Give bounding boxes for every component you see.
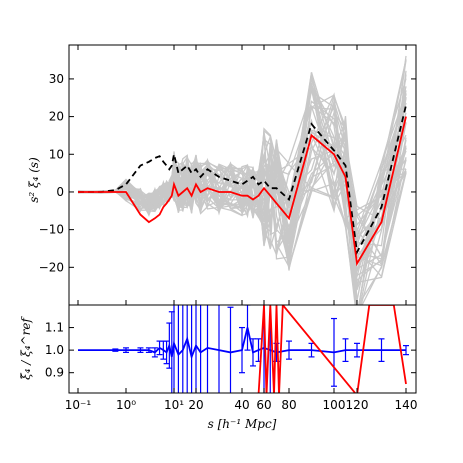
x-tick-label: 10⁻¹ [65,398,92,412]
x-tick-label: 20 [188,398,203,412]
ratio-y-axis-label: ξ̃₄ / ξ₄^ref [19,316,33,380]
main-y-axis-label: s² ξ₄ (s) [27,157,41,203]
sim-realizations [77,55,407,305]
x-tick-label: 140 [395,398,418,412]
y-tick-label: −10 [39,223,64,237]
y-tick-label: 0.9 [45,366,64,380]
sim-realization-line [77,84,407,262]
y-tick-label: 30 [49,72,64,86]
x-tick-label: 60 [256,398,271,412]
x-tick-label: 10⁰ [116,398,136,412]
y-tick-label: 1.1 [45,321,64,335]
main-y-axis: −20 −10 0 10 20 30 [39,72,416,274]
y-tick-label: 10 [49,147,64,161]
y-tick-label: −20 [39,260,64,274]
mean-dashed-line [78,105,407,256]
sim-realization-line [77,118,407,270]
y-tick-label: 0 [56,185,64,199]
ratio-y-axis: 0.9 1.0 1.1 [45,321,416,380]
x-tick-label: 80 [281,398,296,412]
sim-realization-line [77,55,407,251]
model-red-line [78,116,407,267]
x-axis: 10⁻¹ 10⁰ 10¹ 20 40 60 80 100 120 140 [65,45,418,412]
x-tick-label: 120 [346,398,369,412]
x-tick-label: 40 [234,398,249,412]
ratio-blue-line [78,327,406,360]
y-tick-label: 20 [49,110,64,124]
main-series [78,105,407,267]
y-tick-label: 1.0 [45,343,64,357]
x-tick-label: 10¹ [164,398,184,412]
x-tick-label: 100 [323,398,346,412]
ratio-series [78,305,409,393]
sim-realization-line [77,85,407,243]
sim-realization-line [77,122,407,305]
x-axis-label: s [h⁻¹ Mpc] [208,417,277,431]
sim-realization-line [77,59,407,246]
